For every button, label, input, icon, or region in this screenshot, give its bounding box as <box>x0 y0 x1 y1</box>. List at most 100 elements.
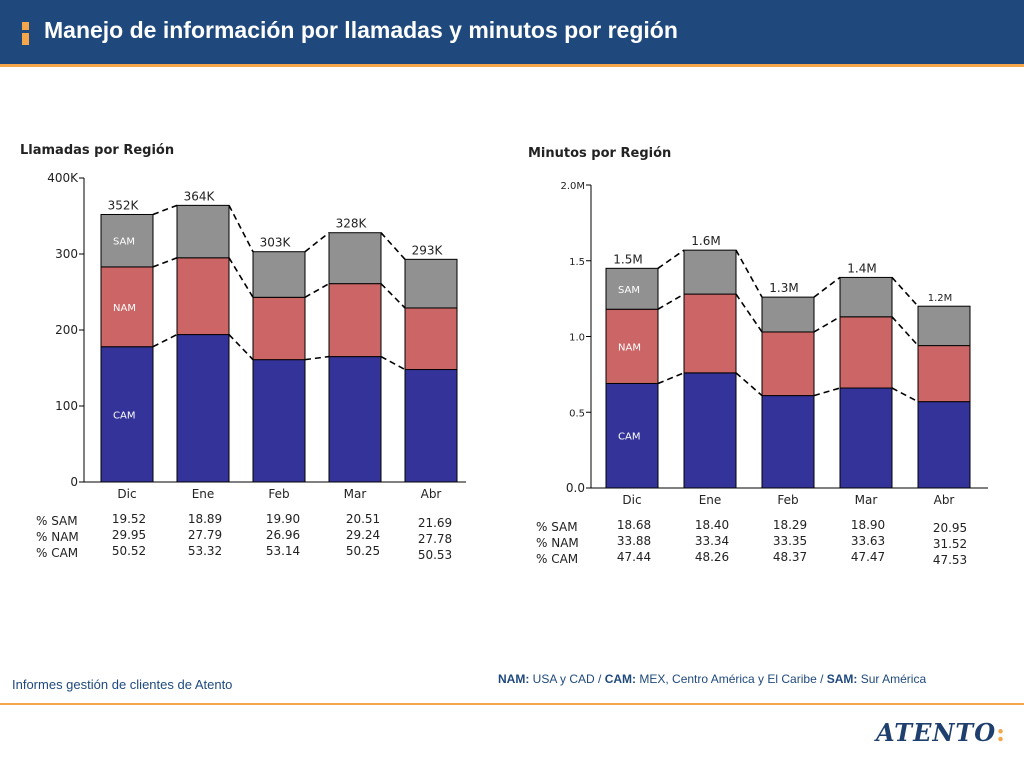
y-tick-label: 300 <box>55 247 78 261</box>
percent-value-ene: 18.89 <box>188 512 222 526</box>
percent-row-label: % NAM <box>536 536 579 550</box>
connector-dashed-line <box>304 232 330 253</box>
percent-value-feb: 48.37 <box>773 550 807 564</box>
percent-row-label: % SAM <box>536 520 578 534</box>
note-text-nam: USA y CAD / <box>529 672 605 686</box>
calls-by-region-chart: Llamadas por Región 0 100 200 300 400K 352K Dic… <box>20 143 466 562</box>
connector-dashed-line <box>813 276 841 298</box>
connector-dashed-line <box>152 257 178 268</box>
percent-value-abr: 27.78 <box>418 532 452 546</box>
series-label-sam: SAM <box>618 285 640 296</box>
note-text-cam: MEX, Centro América y El Caribe / <box>636 672 827 686</box>
y-tick-label: 1.0 <box>569 333 585 344</box>
percent-value-mar: 50.25 <box>346 544 380 558</box>
bar-nam-mar <box>839 316 893 389</box>
connector-dashed-line <box>891 276 919 307</box>
bar-sam-abr <box>404 258 458 309</box>
bar-cam-dic <box>100 346 154 483</box>
bar-cam-feb <box>761 395 815 489</box>
bar-sam-abr <box>917 305 971 347</box>
percent-value-mar: 29.24 <box>346 528 380 542</box>
percent-row-label: % CAM <box>36 546 78 560</box>
x-category-label: Ene <box>699 493 722 507</box>
x-category-label: Mar <box>344 487 367 501</box>
bar-nam-dic <box>100 266 154 348</box>
percent-value-feb: 19.90 <box>266 512 300 526</box>
series-label-nam: NAM <box>113 303 136 314</box>
bar-nam-ene <box>176 257 230 336</box>
connector-dashed-line <box>657 249 685 269</box>
note-label-cam: CAM: <box>604 672 637 686</box>
header-bar: Manejo de información por llamadas y min… <box>0 0 1024 64</box>
x-category-label: Abr <box>934 493 955 507</box>
note-label-nam: NAM: <box>498 672 530 686</box>
bar-cam-mar <box>328 356 382 483</box>
x-category-label: Ene <box>192 487 215 501</box>
percent-value-abr: 31.52 <box>933 537 967 551</box>
footer-report-label: Informes gestión de clientes de Atento <box>12 677 233 692</box>
y-tick-label: 0.5 <box>569 408 585 419</box>
connector-dashed-line <box>813 387 841 397</box>
percent-value-ene: 18.40 <box>695 518 729 532</box>
connector-dashed-line <box>152 333 178 348</box>
bar-cam-ene <box>683 372 737 489</box>
logo-colon-mark: : <box>996 718 1007 747</box>
y-tick-label: 1.5 <box>569 257 585 268</box>
y-tick-label: 200 <box>55 323 78 337</box>
chart-title: Minutos por Región <box>528 146 671 161</box>
percent-value-dic: 47.44 <box>617 550 651 564</box>
y-tick-label: 100 <box>55 399 78 413</box>
total-label-dic: 352K <box>108 198 140 212</box>
total-label-mar: 1.4M <box>847 261 876 275</box>
y-tick-label: 400K <box>47 171 79 185</box>
connector-dashed-line <box>228 257 254 298</box>
connector-dashed-line <box>380 355 406 371</box>
percent-value-feb: 53.14 <box>266 544 300 558</box>
percent-row-label: % SAM <box>36 514 78 528</box>
bar-cam-mar <box>839 387 893 489</box>
header-divider <box>0 64 1024 67</box>
footer-divider <box>0 703 1024 705</box>
total-label-abr: 1.2M <box>928 293 953 304</box>
bar-sam-dic <box>100 213 154 268</box>
y-tick-label: 0 <box>70 475 78 489</box>
percent-value-mar: 33.63 <box>851 534 885 548</box>
series-label-cam: CAM <box>618 432 640 443</box>
total-label-dic: 1.5M <box>613 252 642 266</box>
percent-value-ene: 48.26 <box>695 550 729 564</box>
bar-nam-dic <box>605 308 659 384</box>
percent-value-feb: 33.35 <box>773 534 807 548</box>
total-label-feb: 303K <box>260 236 292 250</box>
series-label-cam: CAM <box>113 410 135 421</box>
series-label-sam: SAM <box>113 237 135 248</box>
percent-value-dic: 33.88 <box>617 534 651 548</box>
connector-dashed-line <box>380 283 406 309</box>
bar-cam-ene <box>176 334 230 483</box>
y-tick-label: 2.0M <box>560 181 585 192</box>
y-tick-label: 0.0 <box>566 481 585 495</box>
connector-dashed-line <box>228 334 254 361</box>
connector-dashed-line <box>152 204 178 216</box>
x-category-label: Dic <box>117 487 136 501</box>
percent-value-mar: 47.47 <box>851 550 885 564</box>
bar-nam-mar <box>328 283 382 358</box>
bar-nam-feb <box>252 296 306 361</box>
bar-nam-abr <box>917 345 971 403</box>
connector-dashed-line <box>304 355 330 361</box>
bar-sam-feb <box>252 251 306 298</box>
bar-sam-mar <box>839 276 893 318</box>
bar-sam-feb <box>761 296 815 333</box>
percent-value-abr: 50.53 <box>418 548 452 562</box>
connector-dashed-line <box>813 316 841 333</box>
bar-nam-feb <box>761 331 815 397</box>
connector-dashed-line <box>735 372 763 397</box>
percent-value-dic: 19.52 <box>112 512 146 526</box>
connector-dashed-line <box>891 387 919 403</box>
percent-value-ene: 27.79 <box>188 528 222 542</box>
bar-cam-feb <box>252 359 306 483</box>
bar-nam-ene <box>683 293 737 374</box>
bar-sam-dic <box>605 267 659 310</box>
note-label-sam: SAM: <box>826 672 858 686</box>
percent-value-abr: 21.69 <box>418 516 452 530</box>
connector-dashed-line <box>304 282 330 299</box>
